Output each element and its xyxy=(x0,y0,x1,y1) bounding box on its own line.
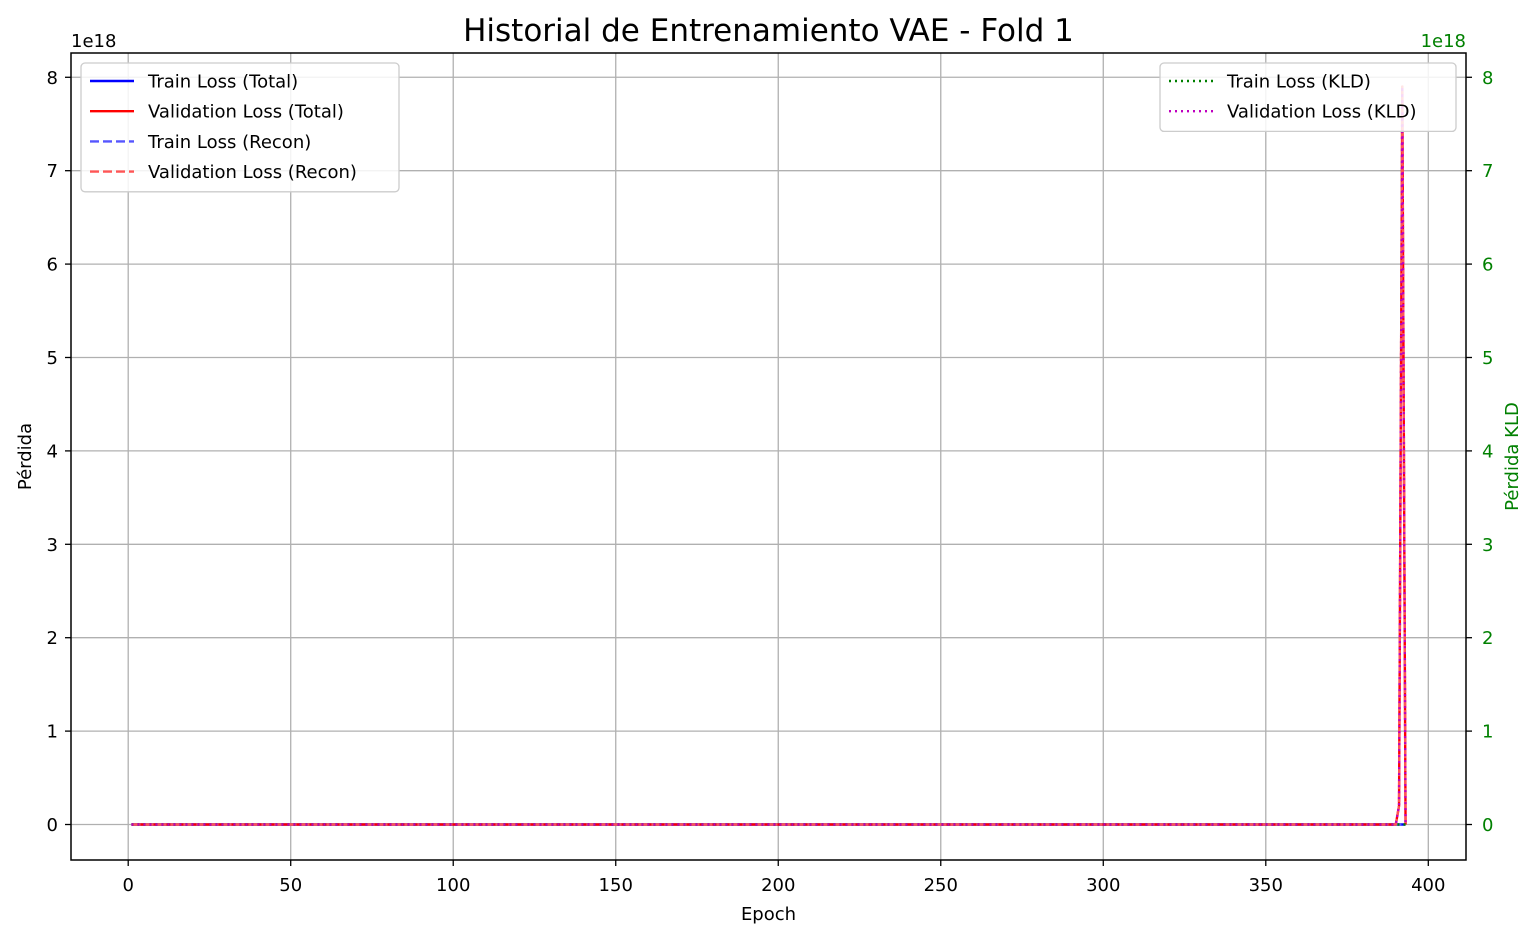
legend-left: Train Loss (Total) Validation Loss (Total… xyxy=(80,62,400,193)
x-tick-label: 200 xyxy=(761,875,795,896)
y2-tick-label: 3 xyxy=(1482,535,1493,556)
y-tick-label: 7 xyxy=(47,161,58,182)
legend-label: Train Loss (Recon) xyxy=(147,132,311,153)
y2-tick-label: 7 xyxy=(1482,161,1493,182)
y-tick-label: 5 xyxy=(47,348,58,369)
y-axis-ticks: 0 1 2 3 4 5 6 7 8 xyxy=(47,68,71,836)
y2-tick-label: 4 xyxy=(1482,441,1493,462)
x-tick-label: 150 xyxy=(599,875,633,896)
y-tick-label: 6 xyxy=(47,255,58,276)
legend-label: Train Loss (Total) xyxy=(147,72,298,93)
y-tick-label: 2 xyxy=(47,628,58,649)
x-tick-label: 0 xyxy=(122,875,133,896)
y-tick-label: 4 xyxy=(47,441,58,462)
y2-tick-label: 0 xyxy=(1482,815,1493,836)
series-line-validation-loss-total xyxy=(131,85,1407,826)
legend-box xyxy=(80,62,400,193)
y-axis-offset-label: 1e18 xyxy=(71,31,116,52)
series-lines xyxy=(131,85,1407,826)
legend-label: Validation Loss (Recon) xyxy=(148,162,357,183)
y2-tick-label: 1 xyxy=(1482,722,1493,743)
y2-tick-label: 5 xyxy=(1482,348,1493,369)
x-axis-ticks: 0 50 100 150 200 250 300 350 400 xyxy=(122,860,1445,896)
x-tick-label: 50 xyxy=(279,875,302,896)
y-tick-label: 0 xyxy=(47,815,58,836)
legend-box xyxy=(1159,62,1457,133)
plot-frame xyxy=(70,52,1467,861)
y2-tick-label: 8 xyxy=(1482,68,1493,89)
y-tick-label: 1 xyxy=(47,722,58,743)
x-tick-label: 300 xyxy=(1086,875,1120,896)
legend-right: Train Loss (KLD) Validation Loss (KLD) xyxy=(1159,62,1457,133)
y2-axis-ticks: 0 1 2 3 4 5 6 7 8 xyxy=(1466,68,1493,836)
y-axis-label: Pérdida xyxy=(15,423,36,490)
y-tick-label: 8 xyxy=(47,68,58,89)
x-axis-label: Epoch xyxy=(741,904,796,925)
legend-label: Validation Loss (Total) xyxy=(148,102,344,123)
legend-label: Train Loss (KLD) xyxy=(1226,72,1371,93)
y2-axis-offset-label: 1e18 xyxy=(1421,31,1466,52)
x-tick-label: 100 xyxy=(436,875,470,896)
y2-tick-label: 6 xyxy=(1482,255,1493,276)
y2-axis-label: Pérdida KLD xyxy=(1502,402,1523,511)
x-tick-label: 400 xyxy=(1411,875,1445,896)
y-tick-label: 3 xyxy=(47,535,58,556)
chart-title: Historial de Entrenamiento VAE - Fold 1 xyxy=(463,13,1074,49)
legend-label: Validation Loss (KLD) xyxy=(1227,102,1417,123)
y2-tick-label: 2 xyxy=(1482,628,1493,649)
x-tick-label: 250 xyxy=(924,875,958,896)
x-tick-label: 350 xyxy=(1249,875,1283,896)
